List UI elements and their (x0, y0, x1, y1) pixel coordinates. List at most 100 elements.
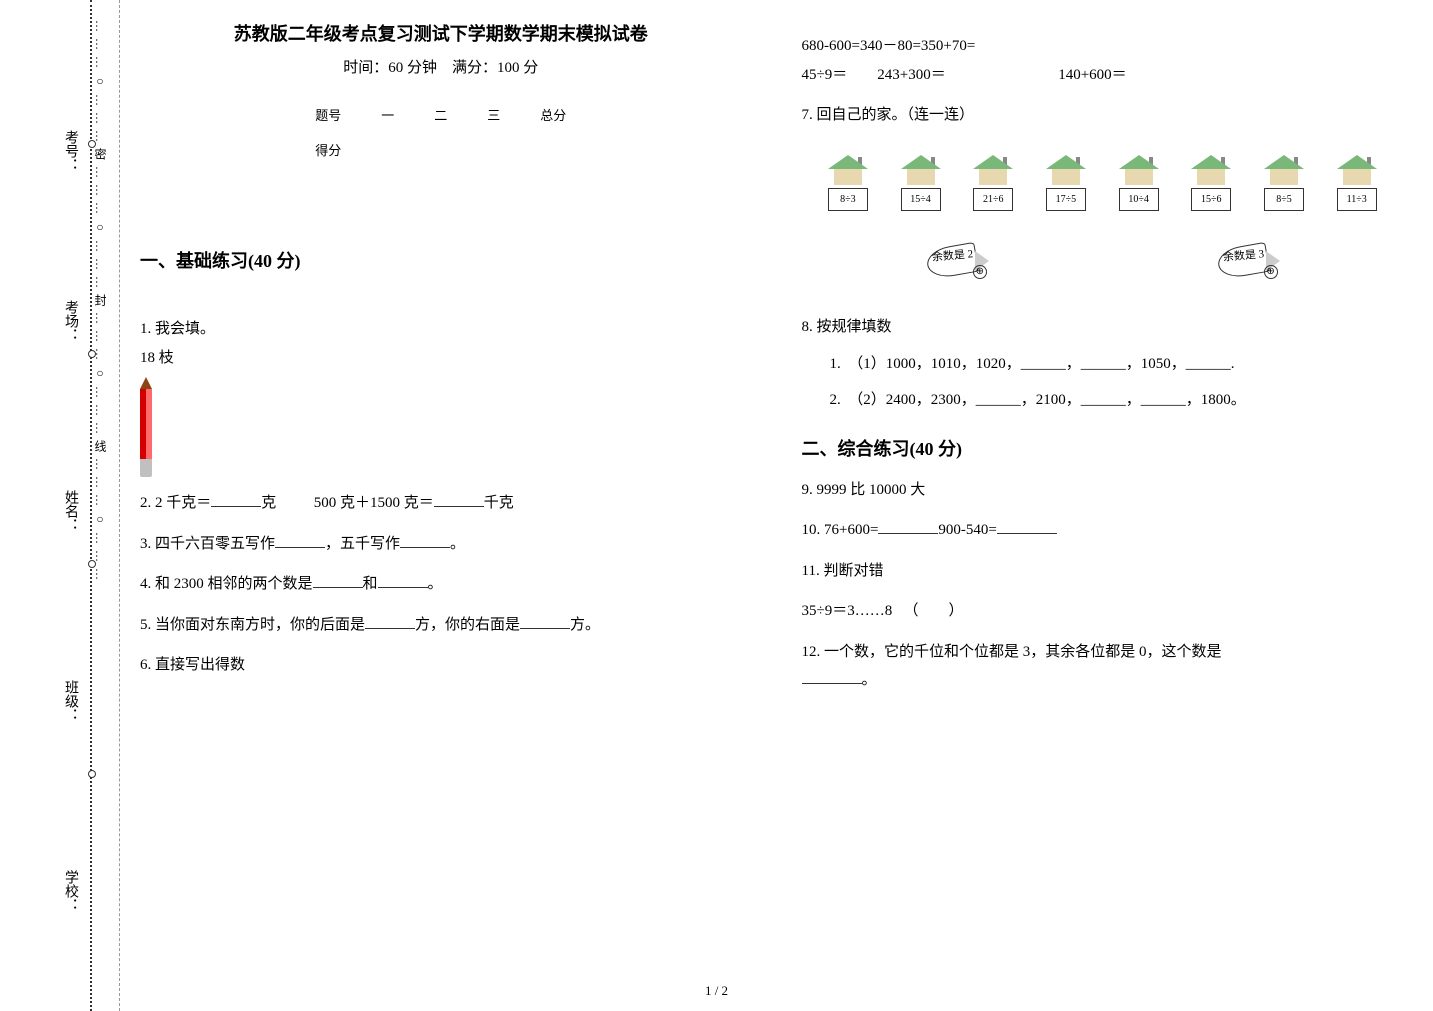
question-5: 5. 当你面对东南方时，你的后面是 方，你的右面是 方。 (140, 611, 742, 640)
house-7-label: 11÷3 (1337, 188, 1377, 211)
question-6: 6. 直接写出得数 (140, 651, 742, 680)
q11-sub-b: （ ） (903, 603, 963, 619)
q10-num: 10. (802, 522, 821, 538)
q6-text: 直接写出得数 (155, 657, 245, 673)
question-10: 10. 76+600= 900-540= (802, 516, 1404, 545)
q2-text-b: 500 克＋1500 克＝ (314, 495, 434, 511)
q9-num: 9. (802, 482, 813, 498)
q3-text-a: 四千六百零五写作 (155, 536, 275, 552)
q8-sub1-text: （1）1000，1010，1020，______，______，1050，___… (848, 356, 1234, 372)
question-9: 9. 9999 比 10000 大 (802, 476, 1404, 505)
q9-text: 9999 比 10000 大 (817, 482, 926, 498)
label-class: 班级： (60, 680, 80, 722)
fish-a: 余数是 2 ⊕ (907, 241, 1007, 289)
q5-num: 5. (140, 617, 151, 633)
house-0-label: 8÷3 (828, 188, 868, 211)
fish-b: 余数是 3 ⊕ (1198, 241, 1298, 289)
house-6-label: 8÷5 (1264, 188, 1304, 211)
question-7: 7. 回自己的家。（连一连） 8÷3 15÷4 21÷6 17÷5 10÷4 1… (802, 101, 1404, 298)
pencil-label: 18 枝 (140, 344, 742, 373)
q2-num: 2. (140, 495, 151, 511)
question-2: 2. 2 千克＝克 500 克＋1500 克＝千克 (140, 489, 742, 518)
question-3: 3. 四千六百零五写作 ，五千写作 。 (140, 530, 742, 559)
score-th-4: 总分 (520, 97, 586, 132)
fish-b-eye: ⊕ (1264, 265, 1278, 279)
label-room: 考场： (60, 300, 80, 342)
house-6: 8÷5 (1264, 155, 1304, 211)
label-number: 考号： (60, 130, 80, 172)
q5-text-c: 方。 (570, 617, 600, 633)
score-th-3: 三 (467, 97, 520, 132)
left-column: 苏教版二年级考点复习测试下学期数学期末模拟试卷 时间：60 分钟 满分：100 … (130, 10, 752, 971)
q1-text: 我会填。 (155, 321, 215, 337)
q8-text: 按规律填数 (817, 319, 892, 335)
q8-num: 8. (802, 319, 813, 335)
q6-line2c: 140+600＝ (1058, 67, 1126, 83)
q8-sub1: 1. （1）1000，1010，1020，______，______，1050，… (830, 350, 1404, 379)
house-row: 8÷3 15÷4 21÷6 17÷5 10÷4 15÷6 8÷5 11÷3 (812, 155, 1394, 211)
q4-text-a: 和 2300 相邻的两个数是 (155, 576, 313, 592)
score-value-row: 得分 (295, 132, 586, 167)
score-th-1: 一 (361, 97, 414, 132)
q6-line1: 680-600=340－80=350+70= (802, 32, 1404, 61)
q1-num: 1. (140, 321, 151, 337)
exam-subtitle: 时间：60 分钟 满分：100 分 (140, 56, 742, 77)
right-column: 680-600=340－80=350+70= 45÷9＝ 243+300＝ 14… (792, 10, 1414, 971)
pencil-icon (140, 377, 152, 477)
fish-a-label: 余数是 2 (931, 244, 974, 268)
house-4-label: 10÷4 (1119, 188, 1159, 211)
page-content: 苏教版二年级考点复习测试下学期数学期末模拟试卷 时间：60 分钟 满分：100 … (130, 10, 1413, 971)
q4-text-c: 。 (428, 576, 443, 592)
fish-a-eye: ⊕ (973, 265, 987, 279)
q5-text-a: 当你面对东南方时，你的后面是 (155, 617, 365, 633)
house-1: 15÷4 (901, 155, 941, 211)
house-0: 8÷3 (828, 155, 868, 211)
score-header-row: 题号 一 二 三 总分 (295, 97, 586, 132)
q12-text-b: 。 (862, 672, 877, 688)
q6-num: 6. (140, 657, 151, 673)
house-5: 15÷6 (1191, 155, 1231, 211)
seal-line-text: ………○………密………○………封………○………线………○……… (92, 20, 109, 586)
house-2-label: 21÷6 (973, 188, 1013, 211)
q6-line2a: 45÷9＝ (802, 67, 848, 83)
binding-margin: ………○………密………○………封………○………线………○……… 学校： 班级： … (0, 0, 120, 1011)
question-11-sub: 35÷9＝3……8 （ ） (802, 597, 1404, 626)
section-2-header: 二、综合练习(40 分) (802, 435, 1404, 461)
section-1-header: 一、基础练习(40 分) (140, 247, 742, 273)
q11-num: 11. (802, 563, 820, 579)
house-5-label: 15÷6 (1191, 188, 1231, 211)
q2-unit-a: 克 (261, 495, 276, 511)
q4-num: 4. (140, 576, 151, 592)
q3-num: 3. (140, 536, 151, 552)
score-th-2: 二 (414, 97, 467, 132)
q10-text-a: 76+600= (824, 522, 878, 538)
label-school: 学校： (60, 870, 80, 912)
q8-sub2: 2. （2）2400，2300，______，2100，______，_____… (830, 386, 1404, 415)
house-3: 17÷5 (1046, 155, 1086, 211)
q12-num: 12. (802, 644, 821, 660)
q3-text-c: 。 (450, 536, 465, 552)
score-row-label: 得分 (295, 132, 361, 167)
q10-text-b: 900-540= (938, 522, 996, 538)
q4-text-b: 和 (363, 576, 378, 592)
score-th-0: 题号 (295, 97, 361, 132)
q7-text: 回自己的家。（连一连） (817, 107, 975, 123)
q6-line2b: 243+300＝ (877, 67, 945, 83)
q2-unit-b: 千克 (484, 495, 514, 511)
house-7: 11÷3 (1337, 155, 1377, 211)
q11-sub-a: 35÷9＝3……8 (802, 603, 893, 619)
matching-diagram: 8÷3 15÷4 21÷6 17÷5 10÷4 15÷6 8÷5 11÷3 余数… (802, 145, 1404, 299)
house-1-label: 15÷4 (901, 188, 941, 211)
q11-text: 判断对错 (823, 563, 883, 579)
q12-text-a: 一个数，它的千位和个位都是 3，其余各位都是 0，这个数是 (824, 644, 1222, 660)
house-4: 10÷4 (1119, 155, 1159, 211)
question-6-cont: 680-600=340－80=350+70= 45÷9＝ 243+300＝ 14… (802, 32, 1404, 89)
label-name: 姓名： (60, 490, 80, 532)
house-3-label: 17÷5 (1046, 188, 1086, 211)
question-4: 4. 和 2300 相邻的两个数是 和 。 (140, 570, 742, 599)
question-1: 1. 我会填。 18 枝 (140, 315, 742, 477)
q8-sub1-num: 1. (830, 356, 841, 372)
q3-text-b: ，五千写作 (325, 536, 400, 552)
q5-text-b: 方，你的右面是 (415, 617, 520, 633)
exam-title: 苏教版二年级考点复习测试下学期数学期末模拟试卷 (140, 20, 742, 46)
